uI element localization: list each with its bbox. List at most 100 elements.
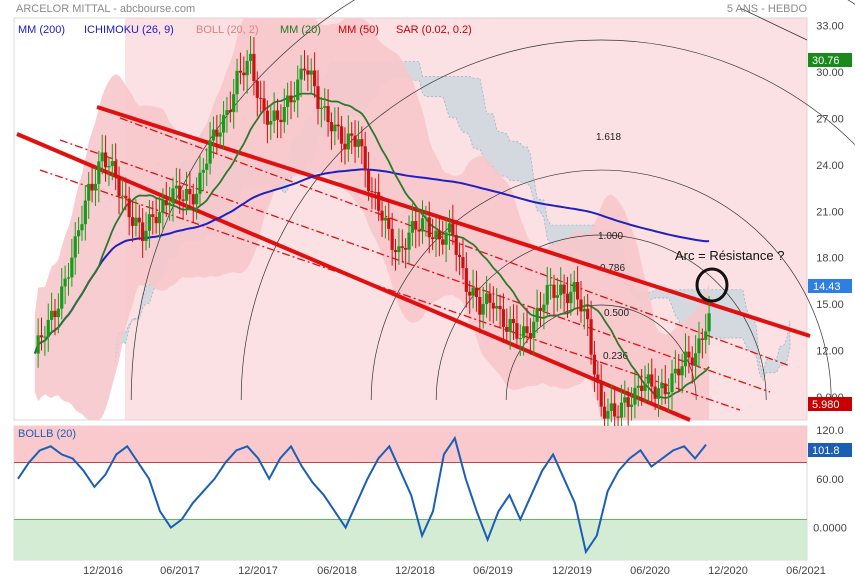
high-price-tag: 30.76 — [812, 55, 840, 67]
candle-body — [491, 302, 495, 309]
candle-body — [130, 217, 135, 226]
fib-level-label: 0.786 — [600, 263, 625, 274]
candle-body — [275, 110, 280, 120]
candle-body — [522, 326, 526, 339]
candle-body — [505, 326, 509, 332]
y-tick-label: 30.00 — [816, 67, 844, 79]
candle-body — [63, 278, 67, 287]
candle-body — [528, 333, 532, 338]
candle-body — [687, 351, 691, 358]
candle-body — [188, 189, 192, 195]
candle-body — [377, 192, 381, 211]
candle-body — [535, 307, 539, 322]
candle-body — [343, 143, 347, 150]
candle-body — [292, 100, 296, 103]
candle-body — [488, 293, 492, 303]
channel-upper — [96, 105, 811, 338]
candle-body — [404, 247, 408, 250]
legend-mm50: MM (50) — [338, 24, 379, 36]
candle-body — [164, 200, 168, 206]
low-price-tag-bg — [808, 397, 852, 411]
candle-body — [151, 214, 155, 217]
bollinger-background — [125, 18, 807, 420]
candle-body — [232, 94, 236, 113]
candle-body — [360, 139, 364, 147]
y-tick-label: 24.00 — [816, 160, 844, 172]
candle-body — [313, 70, 317, 87]
candle-body — [235, 70, 239, 95]
candle-body — [90, 183, 94, 191]
x-tick-label: 12/2019 — [552, 565, 592, 577]
candle-body — [515, 323, 519, 339]
legend-mm200: MM (200) — [18, 24, 65, 36]
fib-arc — [370, 169, 832, 401]
candle-body — [195, 193, 199, 205]
oscillator-lower-band — [14, 519, 807, 560]
candle-body — [100, 152, 104, 162]
candle-body — [650, 374, 654, 387]
fibonacci-arcs: 1.618 1.000 0.786 0.500 0.236 — [130, 0, 855, 401]
candle-body — [427, 217, 431, 238]
candle-body — [306, 70, 310, 75]
legend-ichimoku: ICHIMOKU (26, 9) — [84, 24, 174, 36]
candle-body — [144, 230, 148, 241]
candle-body — [538, 307, 543, 311]
fib-level-label: 1.000 — [598, 231, 623, 242]
candle-body — [670, 373, 674, 393]
candle-body — [73, 236, 77, 258]
candle-body — [339, 126, 344, 144]
candle-body — [575, 281, 580, 300]
candle-body — [333, 124, 337, 132]
fib-level-label: 1.618 — [596, 132, 621, 143]
candle-body — [366, 170, 371, 192]
candle-body — [636, 385, 640, 388]
candle-body — [316, 86, 320, 109]
candle-body — [319, 107, 323, 109]
candle-body — [70, 257, 74, 278]
candle-body — [586, 308, 590, 320]
candle-body — [289, 95, 293, 103]
legend-sar: SAR (0.02, 0.2) — [396, 24, 472, 36]
candle-body — [677, 368, 681, 376]
channel-inner-line — [59, 139, 771, 393]
annotation-layer: Arc = Résistance ? — [675, 248, 784, 303]
candle-body — [218, 132, 222, 137]
candle-body — [43, 336, 47, 338]
candle-body — [282, 107, 286, 123]
candle-body — [599, 382, 603, 407]
candle-body — [211, 129, 216, 141]
candle-body — [299, 68, 303, 80]
candle-body — [225, 110, 229, 116]
candlesticks — [36, 36, 711, 437]
y-tick-label: 18.00 — [816, 253, 844, 265]
candle-body — [437, 230, 441, 240]
x-tick-label: 06/2021 — [786, 565, 826, 577]
candle-body — [673, 368, 677, 374]
candle-body — [117, 176, 121, 197]
last-price-tag-bg — [808, 279, 852, 293]
candle-body — [53, 310, 57, 318]
candle-body — [518, 338, 522, 340]
fib-level-label: 0.236 — [603, 351, 628, 362]
fib-arc — [130, 0, 855, 401]
candle-body — [572, 281, 576, 292]
candle-body — [559, 284, 563, 296]
candle-body — [565, 293, 570, 304]
y-tick-label: 12.00 — [816, 345, 844, 357]
y-tick-label: 27.00 — [816, 114, 844, 126]
candle-body — [39, 335, 44, 338]
candle-body — [441, 239, 445, 245]
candle-body — [420, 218, 425, 232]
bollb-oscillator: 120.0 60.00 0.0000 — [14, 425, 847, 560]
candle-body — [390, 228, 394, 250]
candle-body — [309, 70, 313, 75]
candle-body — [370, 191, 374, 193]
candle-body — [468, 291, 472, 296]
candle-body — [606, 410, 610, 419]
candle-body — [447, 223, 452, 233]
candle-body — [147, 214, 152, 231]
candle-body — [683, 351, 688, 367]
oscillator-title: BOLLB (20) — [18, 428, 76, 440]
candle-body — [387, 217, 391, 229]
candle-body — [542, 304, 546, 311]
